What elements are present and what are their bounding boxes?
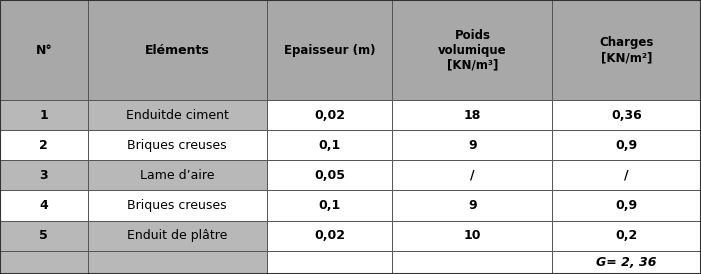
Bar [393,221,552,251]
Bar [0,0,88,100]
Text: 4: 4 [39,199,48,212]
Text: Poids
volumique
[KN/m³]: Poids volumique [KN/m³] [438,28,507,72]
Text: 0,02: 0,02 [314,229,345,242]
Bar [0,251,88,274]
Bar [552,160,701,190]
Text: Charges
[KN/m²]: Charges [KN/m²] [599,36,654,64]
Bar [88,100,266,130]
Bar [393,100,552,130]
Bar [552,221,701,251]
Bar [393,0,552,100]
Bar [552,190,701,221]
Bar [266,0,393,100]
Text: Eléments: Eléments [145,44,210,56]
Bar [88,221,266,251]
Bar [552,130,701,160]
Bar [88,0,266,100]
Text: 9: 9 [468,139,477,152]
Bar [266,190,393,221]
Bar [88,130,266,160]
Bar [0,221,88,251]
Text: 3: 3 [39,169,48,182]
Text: Enduitde ciment: Enduitde ciment [125,109,229,122]
Text: 0,2: 0,2 [615,229,638,242]
Bar [266,130,393,160]
Text: N°: N° [36,44,52,56]
Bar [88,251,266,274]
Text: 9: 9 [468,199,477,212]
Text: Epaisseur (m): Epaisseur (m) [284,44,375,56]
Bar [0,160,88,190]
Text: 18: 18 [464,109,481,122]
Bar [266,251,393,274]
Text: 1: 1 [39,109,48,122]
Bar [266,221,393,251]
Bar [393,130,552,160]
Bar [266,100,393,130]
Bar [266,160,393,190]
Bar [88,190,266,221]
Text: 0,05: 0,05 [314,169,345,182]
Text: Lame d’aire: Lame d’aire [140,169,215,182]
Bar [393,251,552,274]
Text: Enduit de plâtre: Enduit de plâtre [127,229,227,242]
Bar [0,130,88,160]
Text: 5: 5 [39,229,48,242]
Bar [552,251,701,274]
Text: /: / [625,169,629,182]
Text: Briques creuses: Briques creuses [128,139,227,152]
Text: /: / [470,169,475,182]
Text: 0,1: 0,1 [318,139,341,152]
Bar [0,190,88,221]
Bar [393,190,552,221]
Text: Briques creuses: Briques creuses [128,199,227,212]
Bar [393,160,552,190]
Text: 0,36: 0,36 [611,109,642,122]
Text: 0,1: 0,1 [318,199,341,212]
Bar [0,100,88,130]
Text: 0,9: 0,9 [615,139,638,152]
Text: G= 2, 36: G= 2, 36 [597,256,657,269]
Text: 0,9: 0,9 [615,199,638,212]
Text: 0,02: 0,02 [314,109,345,122]
Bar [552,0,701,100]
Bar [552,100,701,130]
Text: 10: 10 [463,229,481,242]
Bar [88,160,266,190]
Text: 2: 2 [39,139,48,152]
